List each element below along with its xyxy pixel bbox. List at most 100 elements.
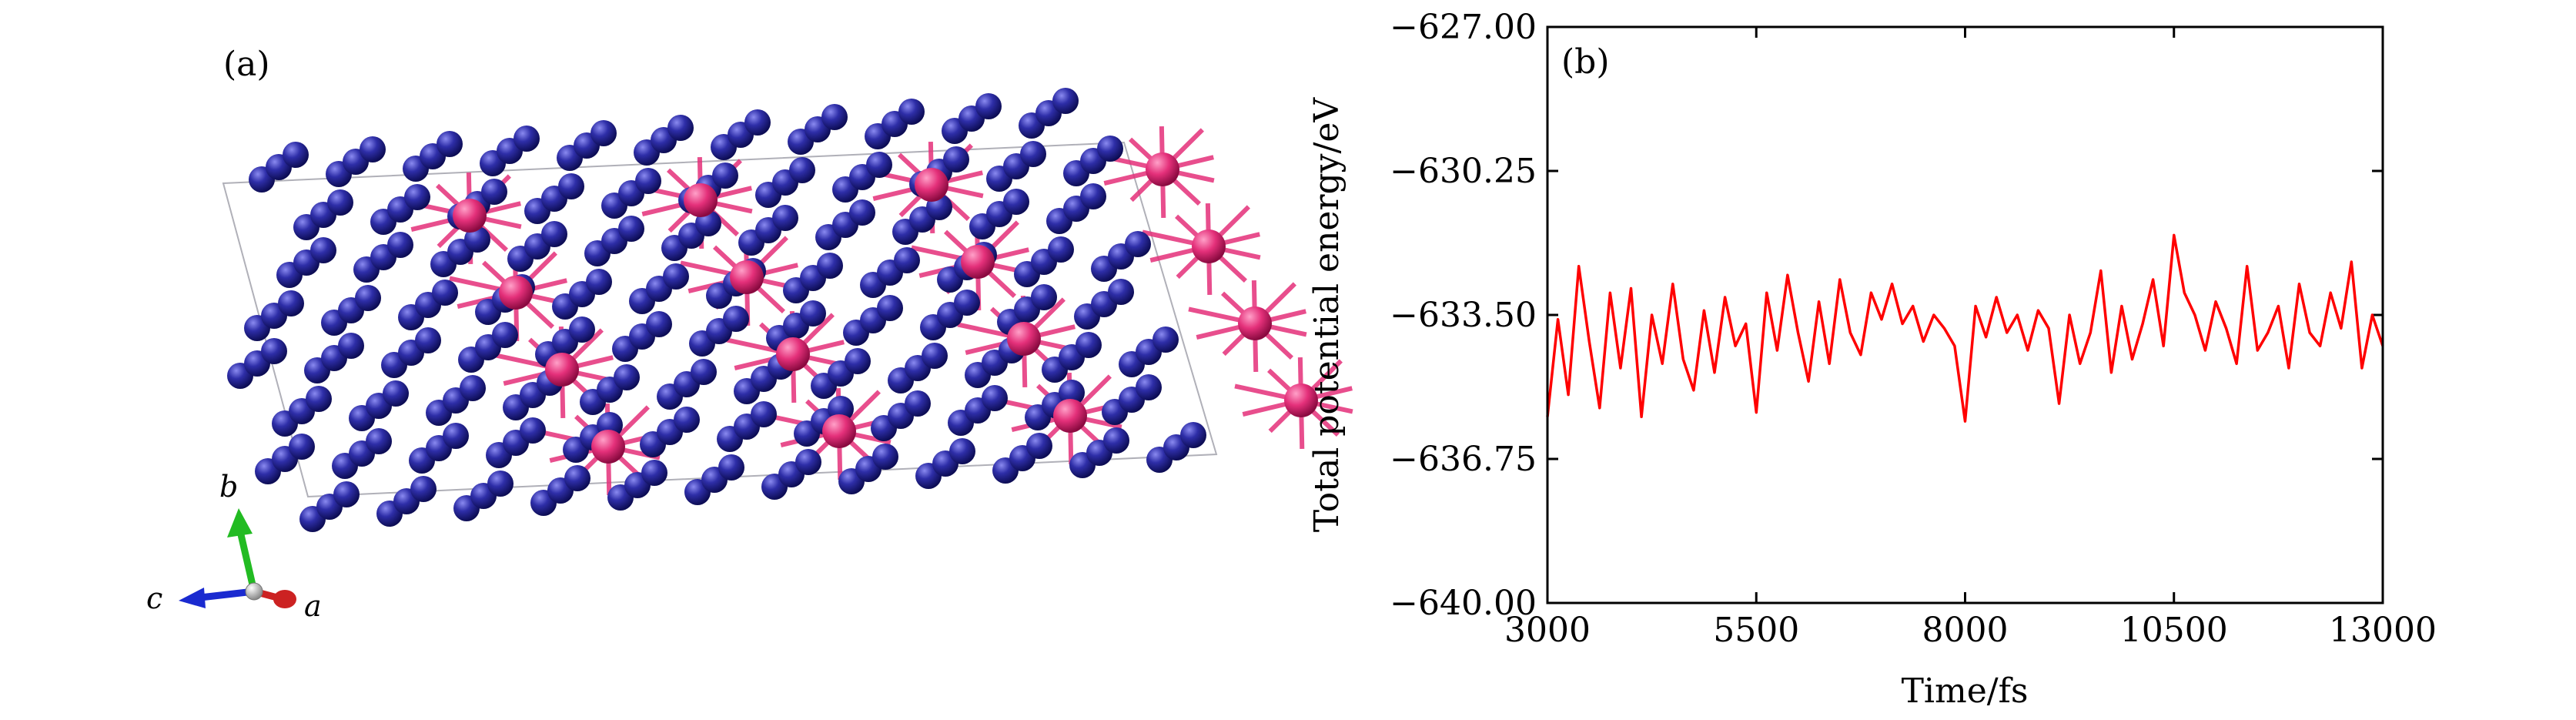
atom-blue xyxy=(691,359,717,385)
atom-pink xyxy=(776,337,810,371)
atom-blue xyxy=(982,385,1008,411)
atom-blue xyxy=(410,476,437,502)
atom-blue xyxy=(338,333,364,359)
axis-c-arrowhead xyxy=(179,588,206,608)
atom-blue xyxy=(278,290,304,316)
atom-pink xyxy=(730,260,764,294)
atom-blue xyxy=(1108,279,1134,305)
atom-pink xyxy=(591,430,625,464)
atom-pink xyxy=(545,353,579,387)
atom-blue xyxy=(1020,141,1046,167)
atom-blue xyxy=(795,449,821,475)
atom-blue xyxy=(564,465,590,491)
x-tick-label: 10500 xyxy=(2120,611,2228,650)
axis-a-label: a xyxy=(304,589,322,623)
x-tick-label: 5500 xyxy=(1713,611,1799,650)
atom-blue xyxy=(894,247,920,273)
atom-blue xyxy=(849,199,875,226)
atom-blue xyxy=(432,280,458,306)
atom-blue xyxy=(586,269,612,295)
atom-pink xyxy=(684,183,718,217)
atom-blue xyxy=(569,316,595,343)
atom-blue xyxy=(590,120,617,146)
energy-chart: (b) 3000 5500 8000 10500 13000 −627.00 −630.25… xyxy=(1307,8,2437,711)
axis-b-label: b xyxy=(219,470,238,504)
atom-blue xyxy=(383,380,409,407)
axis-b-arrowhead xyxy=(227,508,253,537)
atom-blue xyxy=(674,407,700,433)
atom-blue xyxy=(943,146,969,172)
atom-blue xyxy=(1136,374,1162,400)
axis-c-arrow xyxy=(199,588,255,601)
atom-pink xyxy=(961,245,995,279)
atom-blue xyxy=(922,343,948,369)
chart-panel-label: (b) xyxy=(1561,42,1610,82)
x-tick-label: 13000 xyxy=(2329,611,2437,650)
axis-origin xyxy=(245,582,263,601)
atom-blue xyxy=(817,253,843,279)
x-axis-label: Time/fs xyxy=(1902,671,2029,711)
atom-blue xyxy=(872,444,898,470)
atom-pink xyxy=(822,414,856,448)
atom-blue xyxy=(789,157,815,183)
y-tick-label: −633.50 xyxy=(1390,296,1537,335)
atom-blue xyxy=(663,263,689,290)
atom-blue xyxy=(1076,332,1102,358)
atom-blue xyxy=(289,434,315,460)
x-tick-label: 8000 xyxy=(1922,611,2009,650)
atom-blue xyxy=(718,454,744,481)
atom-blue xyxy=(1048,236,1074,263)
atom-blue xyxy=(1031,284,1057,310)
atom-blue xyxy=(751,401,777,427)
crystal-atoms xyxy=(227,88,1353,532)
atom-blue xyxy=(283,142,309,168)
atom-blue xyxy=(327,189,353,216)
atom-blue xyxy=(866,152,892,178)
atom-blue xyxy=(261,338,287,364)
atom-blue xyxy=(1059,380,1085,406)
atom-blue xyxy=(443,423,469,449)
axis-c-label: c xyxy=(146,581,162,615)
y-tick-label: −640.00 xyxy=(1390,584,1537,623)
atom-blue xyxy=(514,126,540,152)
panel-a-label: (a) xyxy=(223,45,270,84)
atom-blue xyxy=(845,348,871,374)
atom-blue xyxy=(641,460,667,486)
atom-blue xyxy=(1080,183,1106,209)
atom-pink xyxy=(1146,152,1179,186)
atom-pink xyxy=(499,276,533,310)
unit-cell-outline xyxy=(222,141,1218,498)
atom-blue xyxy=(464,226,490,253)
atom-blue xyxy=(975,93,1002,119)
atom-blue xyxy=(1003,189,1029,215)
atom-blue xyxy=(1052,88,1079,114)
atom-blue xyxy=(1125,231,1151,257)
atom-blue xyxy=(541,221,567,247)
atom-blue xyxy=(744,109,771,136)
chart-ticks: 3000 5500 8000 10500 13000 −627.00 −630.25 −633… xyxy=(1390,8,2437,650)
plot-frame xyxy=(1546,25,2384,604)
atom-blue xyxy=(360,136,386,162)
atom-pink xyxy=(1007,322,1041,356)
atom-blue xyxy=(520,417,546,444)
atom-blue xyxy=(387,232,413,258)
atom-blue xyxy=(712,162,738,189)
atom-blue xyxy=(618,216,644,242)
atom-blue xyxy=(558,173,584,199)
atom-blue xyxy=(877,295,903,321)
atom-blue xyxy=(646,311,672,337)
atom-blue xyxy=(333,481,360,507)
atom-blue xyxy=(310,237,336,263)
atom-blue xyxy=(481,179,507,205)
atom-pink xyxy=(1238,306,1272,340)
atom-blue xyxy=(1103,427,1129,454)
atom-pink xyxy=(453,199,487,233)
atom-blue xyxy=(949,438,975,464)
atom-blue xyxy=(905,390,931,417)
atom-blue xyxy=(366,428,392,454)
atom-pink xyxy=(1284,383,1318,417)
atom-blue xyxy=(772,205,798,231)
atom-blue xyxy=(821,104,848,130)
crystal-structure-panel: (a) b c a xyxy=(146,45,1353,623)
